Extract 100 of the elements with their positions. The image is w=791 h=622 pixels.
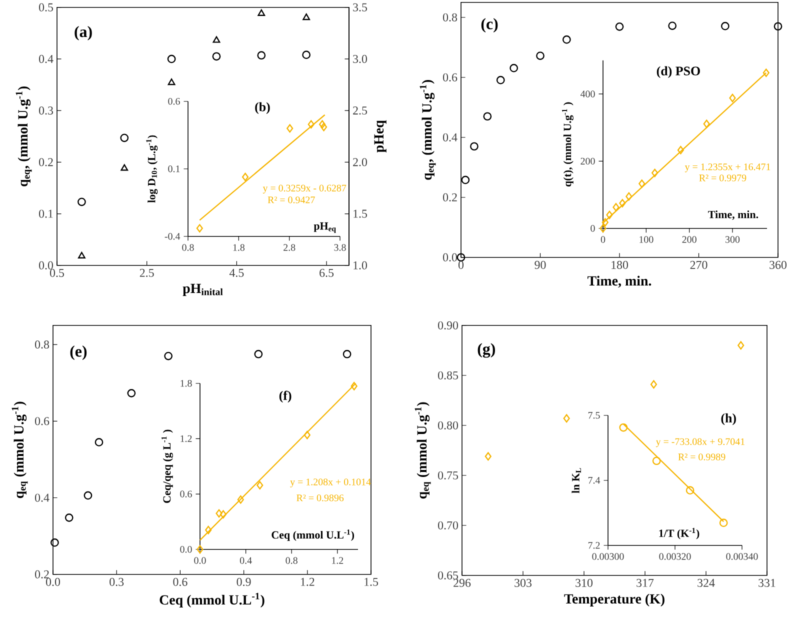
x-axis-title: Time, min. (588, 276, 652, 288)
x-tick-label: 2.8 (284, 244, 296, 251)
point (256, 480, 264, 490)
y-tick-label: 0.2 (38, 158, 53, 166)
y-tick-label: 0.4 (38, 54, 54, 63)
x-axis-title: Ceq (mmol U.L$^{-1}$) (272, 529, 354, 541)
point (120, 134, 129, 142)
y-axis-title: q$_{eq}$, (mmol U.g$^{-1}$) (16, 86, 32, 186)
point (212, 36, 220, 43)
annotation: y = 0.3259x - 0.6287 (262, 184, 346, 194)
x-tick-label: 0.9 (236, 578, 251, 586)
y-tick-label: 0.3 (38, 106, 54, 114)
annotation: (d) PSO (656, 66, 700, 78)
point (619, 198, 626, 208)
annotation: y = 1.2355x + 16.471 (684, 163, 770, 172)
point (286, 124, 294, 132)
x-tick-label: 1.5 (364, 578, 378, 586)
x-tick-label: 0 (600, 236, 606, 243)
point (677, 146, 684, 154)
y-tick-label: 0.0 (443, 253, 458, 262)
point (94, 438, 104, 446)
point (626, 192, 632, 200)
y-tick-label: 0.80 (438, 421, 458, 430)
point (456, 253, 466, 262)
annotation: R² = 0.9979 (699, 174, 746, 182)
x-tick-label: 0 (458, 260, 464, 269)
x-tick-label: 1.8 (233, 244, 245, 251)
y-axis-title: ln K$_{L}$ (572, 468, 581, 493)
point (686, 486, 694, 494)
y-tick-label: 1.8 (180, 380, 192, 387)
point (720, 22, 730, 30)
y-tick-label: 0.6 (443, 73, 458, 82)
x-tick-label: 0.0 (46, 578, 60, 586)
point (84, 491, 92, 500)
point (461, 176, 470, 184)
y2-tick-label: 3.0 (353, 54, 368, 63)
y-tick-label: 1.2 (180, 435, 192, 442)
y-tick-label: 0.2 (34, 570, 49, 578)
y2-axis-title: pHeq (374, 120, 386, 152)
y-axis-title: log D$_{10}$, (L.g$^{-1}$) (146, 135, 158, 202)
point (652, 168, 658, 177)
point (220, 510, 227, 518)
point (703, 120, 710, 128)
annotation: R² = 0.9896 (296, 494, 344, 502)
point (638, 179, 646, 188)
y-tick-label: 0.1 (168, 165, 180, 172)
y-tick-label: -0.4 (164, 232, 180, 240)
y2-tick-label: 3.5 (353, 3, 368, 12)
point (164, 352, 173, 360)
annotation: (b) (255, 102, 270, 114)
y-tick-label: 0.6 (168, 98, 180, 105)
x-tick-label: 90 (534, 260, 546, 269)
y-tick-label: 0.4 (443, 133, 458, 142)
point (167, 54, 176, 63)
x-tick-label: 3.8 (334, 244, 346, 251)
point (257, 50, 266, 60)
y-tick-label: 0.1 (38, 210, 53, 218)
annotation: (a) (74, 26, 92, 40)
x-tick-label: 0.0 (194, 556, 206, 564)
x-tick-label: 1.2 (300, 578, 314, 586)
point (302, 50, 311, 59)
point (612, 202, 620, 212)
x-tick-label: 0.3 (110, 578, 124, 586)
point (205, 526, 212, 534)
point (320, 122, 328, 132)
point (470, 142, 478, 150)
y-tick-label: 0.90 (438, 321, 458, 330)
x-tick-label: 296 (454, 578, 471, 587)
annotation: (g) (478, 342, 496, 358)
x-tick-label: 0.00320 (659, 552, 691, 560)
y-tick-label: 0.8 (34, 340, 50, 348)
point (196, 224, 203, 232)
x-axis-title: Temperature (K) (564, 594, 664, 606)
point (308, 120, 314, 128)
point (729, 94, 736, 102)
x-axis-title: Time, min. (708, 210, 758, 220)
y-tick-label: 0 (590, 224, 595, 232)
y2-tick-label: 2.0 (353, 158, 368, 166)
x-tick-label: 317 (636, 578, 654, 587)
point (258, 9, 266, 16)
point (719, 518, 728, 527)
y-tick-label: 0.8 (443, 13, 458, 22)
y-tick-label: 0.6 (34, 416, 50, 426)
point (120, 164, 128, 171)
point (650, 380, 658, 388)
point (619, 423, 628, 432)
y-tick-label: 0.4 (34, 494, 50, 502)
point (762, 68, 770, 77)
point (738, 341, 744, 350)
y-tick-label: 0.85 (438, 371, 458, 380)
point (212, 52, 221, 60)
point (484, 452, 492, 460)
y-tick-label: 0.0 (180, 546, 192, 553)
x-tick-label: 0.00340 (726, 552, 758, 560)
y-tick-label: 7.2 (588, 542, 600, 549)
y-tick-label: 0.6 (180, 490, 192, 498)
point (254, 350, 263, 358)
point (342, 350, 352, 358)
point (216, 509, 222, 518)
annotation: y = -733.08x + 9.7041 (656, 438, 745, 447)
